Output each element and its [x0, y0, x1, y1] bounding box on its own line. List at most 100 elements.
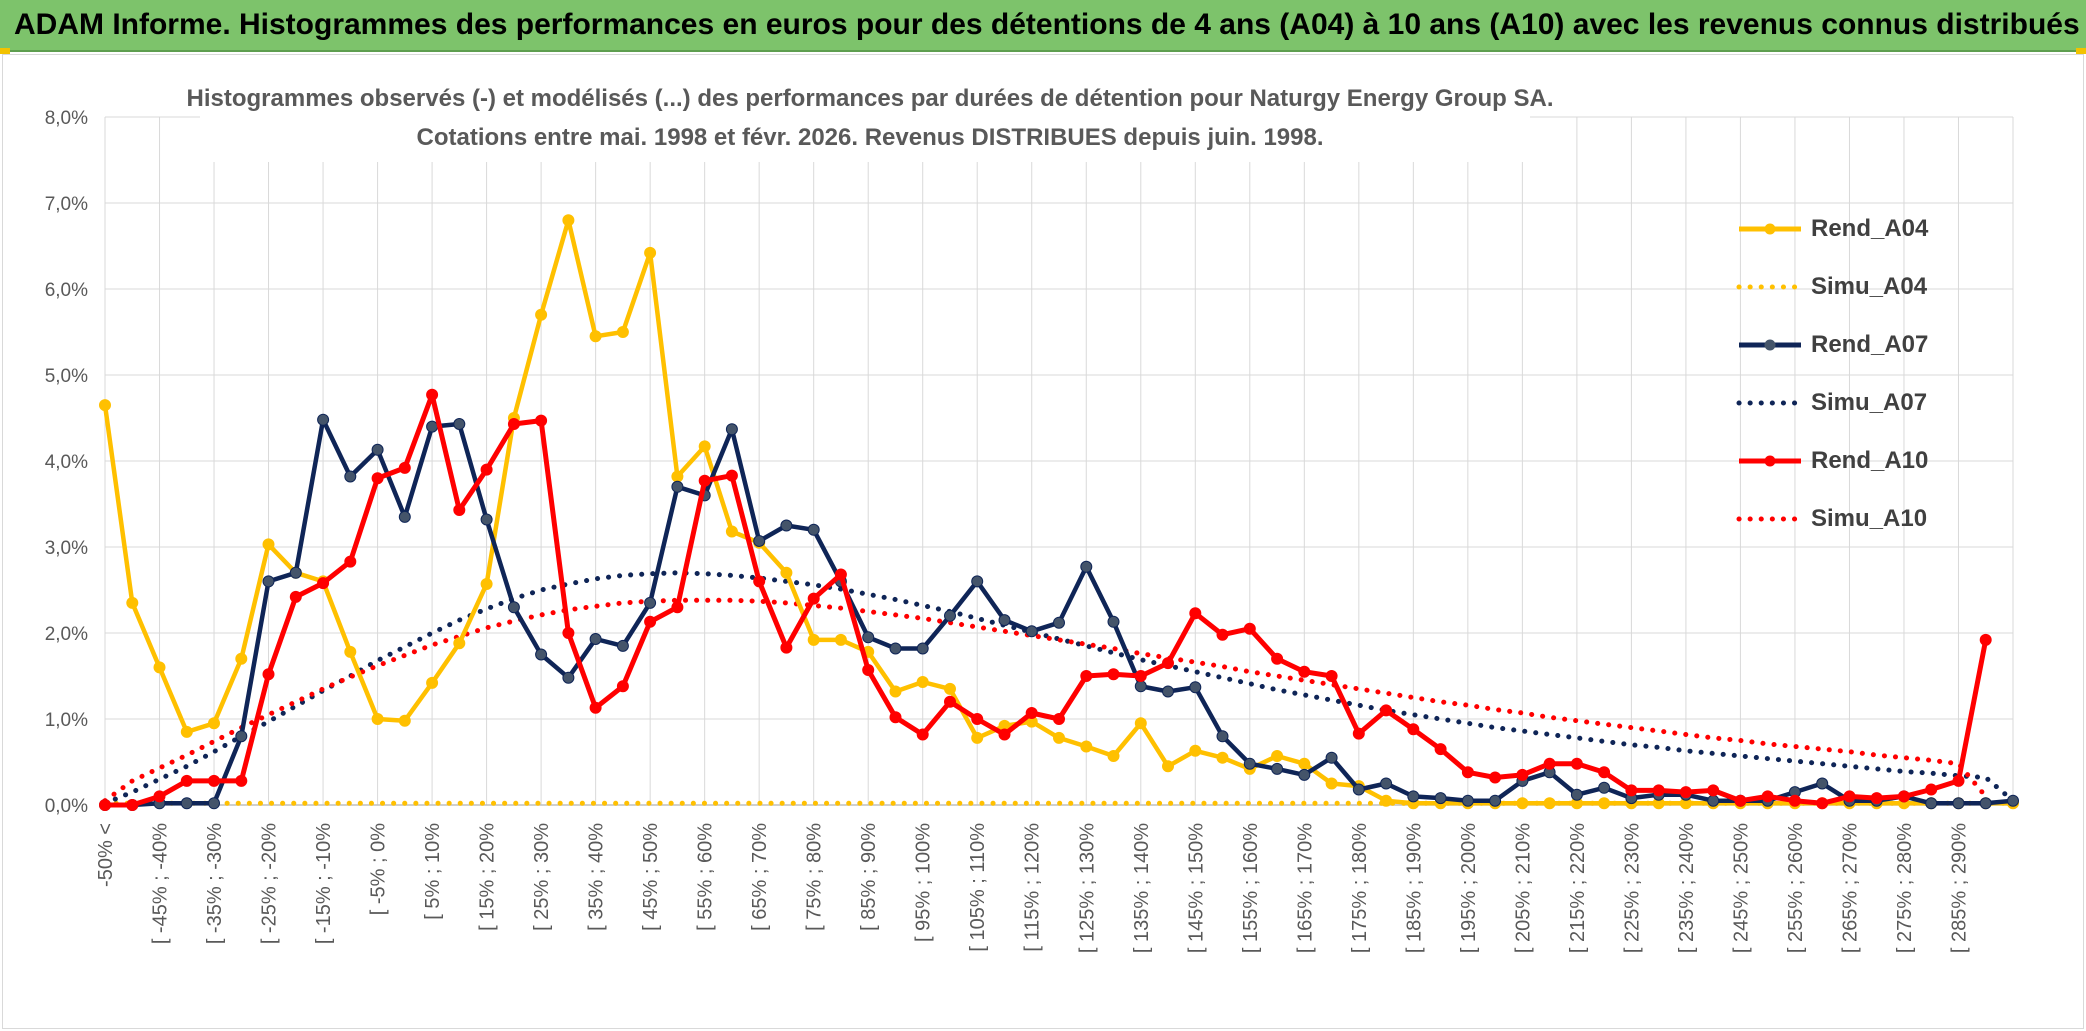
data-point — [1870, 792, 1883, 805]
data-point — [1979, 797, 1992, 810]
data-point — [1598, 781, 1611, 794]
data-point — [562, 214, 575, 227]
data-point — [371, 713, 384, 725]
data-point — [1761, 790, 1774, 803]
data-point — [1025, 707, 1038, 719]
data-point — [807, 592, 820, 605]
data-point — [562, 627, 575, 639]
data-point — [1380, 704, 1393, 717]
data-point — [371, 443, 384, 456]
legend-swatch — [1739, 455, 1801, 467]
data-point — [1053, 731, 1065, 744]
legend-item: Rend_A04 — [1735, 200, 1975, 258]
data-point — [862, 631, 875, 644]
data-point — [398, 714, 411, 727]
data-point — [1543, 757, 1556, 770]
title-backdrop — [200, 72, 1530, 162]
data-point — [834, 633, 847, 646]
data-point — [371, 472, 384, 485]
data-point — [1189, 681, 1202, 694]
legend-swatch — [1736, 516, 1804, 522]
data-point — [1652, 784, 1665, 797]
x-tick-label: [ 145% ; 150% — [1185, 823, 1207, 953]
data-point — [1489, 771, 1502, 784]
data-point — [862, 664, 875, 676]
y-tick-label: 0,0% — [45, 796, 88, 817]
data-point — [1298, 768, 1311, 781]
series-simu-a07 — [102, 570, 2016, 806]
corner-accent-left — [0, 48, 10, 54]
y-tick-labels: 0,0% 1,0% 2,0% 3,0% 4,0% 5,0% 6,0% 7,0% 8,0% — [45, 108, 88, 817]
data-point — [235, 652, 248, 665]
y-tick-label: 5,0% — [45, 366, 88, 387]
data-point — [1325, 751, 1338, 764]
series-line — [105, 392, 1989, 808]
x-tick-labels: -50% < [ -45% ; -40% [ -35% ; -30% [ -25% ;… — [95, 823, 1970, 953]
legend-swatch — [1739, 223, 1801, 235]
data-point — [1107, 615, 1120, 628]
data-point — [644, 246, 657, 259]
data-point — [453, 418, 466, 430]
x-tick-label: [ 25% ; 30% — [531, 823, 553, 931]
data-point — [1516, 768, 1529, 781]
x-tick-label: [ -5% ; 0% — [368, 823, 390, 915]
x-tick-label: -50% < — [95, 823, 117, 887]
data-point — [1162, 685, 1174, 698]
x-tick-label: [ -35% ; -30% — [204, 823, 226, 944]
data-point — [398, 461, 411, 474]
data-point — [1952, 797, 1965, 810]
data-point — [1216, 730, 1229, 743]
x-tick-label: [ 215% ; 220% — [1567, 823, 1589, 953]
x-tick-label: [ 285% ; 290% — [1948, 823, 1970, 953]
data-point — [262, 668, 275, 681]
data-point — [180, 774, 193, 787]
data-point — [616, 326, 629, 338]
data-point — [644, 615, 657, 628]
data-point — [208, 717, 220, 730]
report-title: ADAM Informe. Histogrammes des performan… — [14, 8, 2080, 41]
series-line — [105, 417, 2014, 808]
data-point — [889, 685, 902, 698]
data-point — [889, 642, 902, 655]
chart-frame — [2, 54, 2084, 1029]
data-point — [1080, 560, 1093, 573]
x-tick-label: [ 135% ; 140% — [1131, 823, 1153, 953]
x-tick-label: [ 195% ; 200% — [1458, 823, 1480, 953]
x-tick-label: [ 205% ; 210% — [1512, 823, 1534, 953]
data-point — [1461, 766, 1474, 779]
data-point — [1325, 777, 1338, 790]
data-point — [398, 510, 411, 523]
data-point — [807, 633, 820, 646]
data-point — [1352, 783, 1365, 796]
data-point — [1434, 792, 1447, 805]
data-point — [426, 388, 439, 401]
data-point — [126, 799, 139, 811]
data-point — [426, 676, 439, 689]
data-point — [725, 423, 738, 436]
data-point — [344, 470, 357, 483]
legend-marker — [1764, 339, 1776, 351]
data-point — [1162, 760, 1174, 773]
legend-item: Simu_A07 — [1735, 374, 1975, 432]
data-point — [1189, 744, 1202, 757]
legend-marker — [1764, 455, 1776, 467]
data-point — [725, 469, 738, 482]
data-point — [153, 661, 166, 674]
data-point — [480, 463, 493, 476]
x-tick-label: [ 265% ; 270% — [1839, 823, 1861, 953]
corner-accent-right — [2076, 48, 2086, 54]
data-point — [99, 399, 111, 412]
data-point — [1080, 740, 1093, 753]
data-point — [1134, 717, 1147, 730]
data-point — [426, 420, 439, 433]
report-banner: ADAM Informe. Histogrammes des performan… — [0, 0, 2086, 52]
x-tick-label: [ 185% ; 190% — [1403, 823, 1425, 953]
x-tick-label: [ 15% ; 20% — [477, 823, 499, 931]
data-point — [480, 513, 493, 526]
data-point — [208, 774, 220, 787]
y-tick-label: 6,0% — [45, 280, 88, 301]
legend-label: Simu_A10 — [1811, 505, 1928, 532]
data-point — [916, 728, 929, 741]
x-tick-label: [ 235% ; 240% — [1676, 823, 1698, 953]
legend-item: Simu_A04 — [1735, 258, 1975, 316]
